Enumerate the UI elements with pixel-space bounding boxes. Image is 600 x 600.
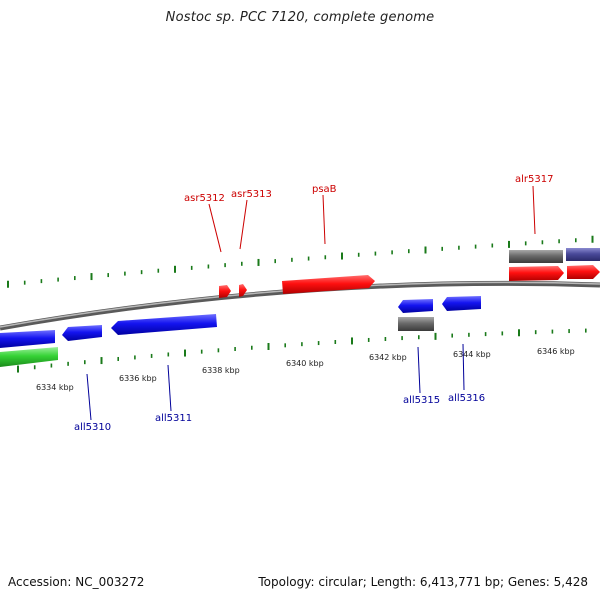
gene-all5311[interactable] [111,314,217,335]
gene-psaB[interactable] [282,275,375,294]
scale-label-6340: 6340 kbp [286,359,324,368]
accession-text: Accession: NC_003272 [8,575,145,589]
gene-asr5313[interactable] [239,284,247,297]
reverse-label-leaders [86,343,465,421]
scale-label-6334: 6334 kbp [36,383,74,392]
gene-asr5312[interactable] [219,285,231,298]
gene-other-purple[interactable] [566,248,600,261]
scale-label-6342: 6342 kbp [369,353,407,362]
label-all5315: all5315 [403,395,440,406]
gene-reverse-gray[interactable] [398,317,434,331]
gene-rna[interactable] [0,347,58,367]
label-alr5317: alr5317 [515,174,553,185]
gene-alr5317[interactable] [509,250,563,263]
label-all5310: all5310 [74,422,111,433]
topology-text: Topology: circular; Length: 6,413,771 bp… [258,575,588,589]
gene-left-partial[interactable] [0,330,55,348]
forward-label-leaders [208,185,536,253]
gene-all5315[interactable] [398,299,433,313]
gene-alr5318[interactable] [509,266,564,281]
gene-alr5319[interactable] [567,265,600,279]
label-psaB: psaB [312,184,337,195]
scale-label-6336: 6336 kbp [119,374,157,383]
forward-tick-track [7,235,594,288]
label-asr5312: asr5312 [184,193,225,204]
gene-all5316[interactable] [442,296,481,311]
label-all5311: all5311 [155,413,192,424]
label-all5316: all5316 [448,393,485,404]
scale-label-6338: 6338 kbp [202,366,240,375]
gene-all5310[interactable] [62,325,102,341]
map-title: Nostoc sp. PCC 7120, complete genome [165,10,435,25]
scale-label-6346: 6346 kbp [537,347,575,356]
reverse-tick-track [17,328,587,373]
label-asr5313: asr5313 [231,189,272,200]
scale-label-6344: 6344 kbp [453,350,491,359]
